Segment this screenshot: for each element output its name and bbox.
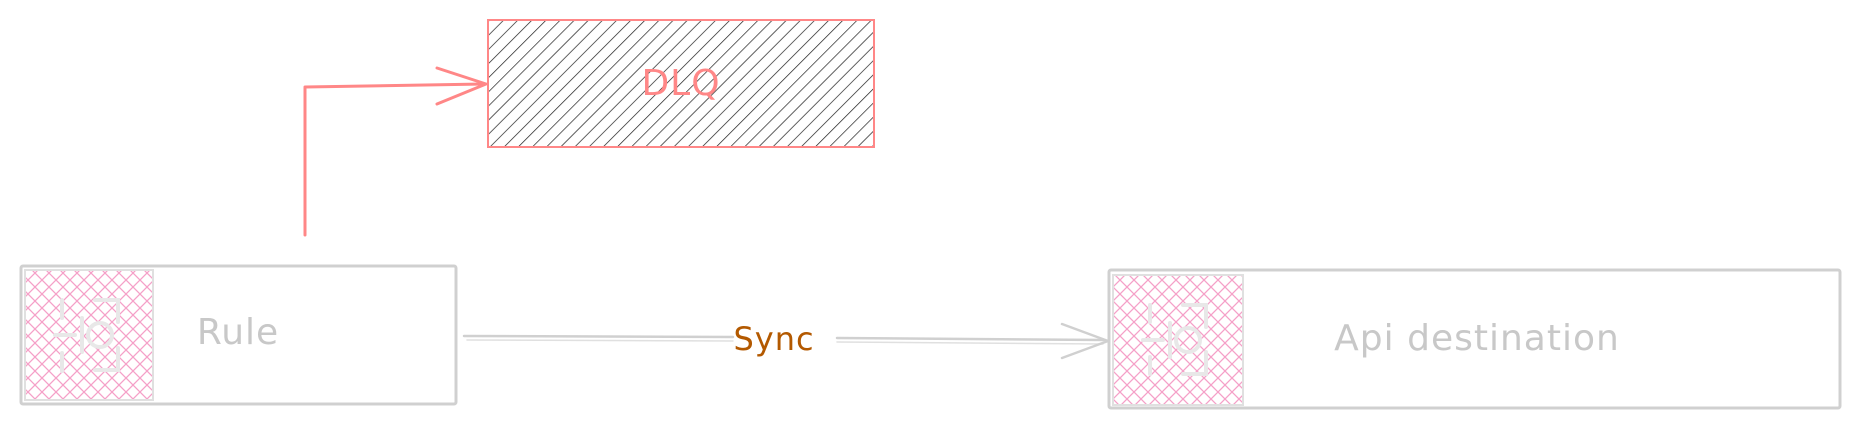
sync-label: Sync bbox=[733, 320, 814, 358]
dlq-box-fill bbox=[488, 20, 874, 147]
rule-to-dlq-arrow bbox=[303, 66, 488, 237]
rule-to-dlq-arrowhead bbox=[435, 66, 488, 106]
api-destination-box bbox=[1107, 268, 1842, 410]
rule-to-dlq-line bbox=[303, 82, 486, 237]
api-destination-label: Api destination bbox=[1334, 318, 1620, 359]
eventbridge-rule-icon bbox=[24, 269, 154, 401]
dlq-box-border bbox=[487, 19, 875, 148]
api-destination-icon bbox=[1112, 274, 1244, 406]
rule-to-api-arrow: Sync bbox=[462, 320, 1110, 360]
dlq-label: DLQ bbox=[641, 63, 720, 104]
api-destination-node: Api destination bbox=[1107, 268, 1842, 410]
rule-label: Rule bbox=[197, 312, 279, 353]
rule-node: Rule bbox=[19, 264, 458, 406]
rule-to-api-line bbox=[462, 334, 1107, 342]
rule-box bbox=[19, 264, 458, 406]
dlq-node: DLQ bbox=[487, 19, 875, 148]
